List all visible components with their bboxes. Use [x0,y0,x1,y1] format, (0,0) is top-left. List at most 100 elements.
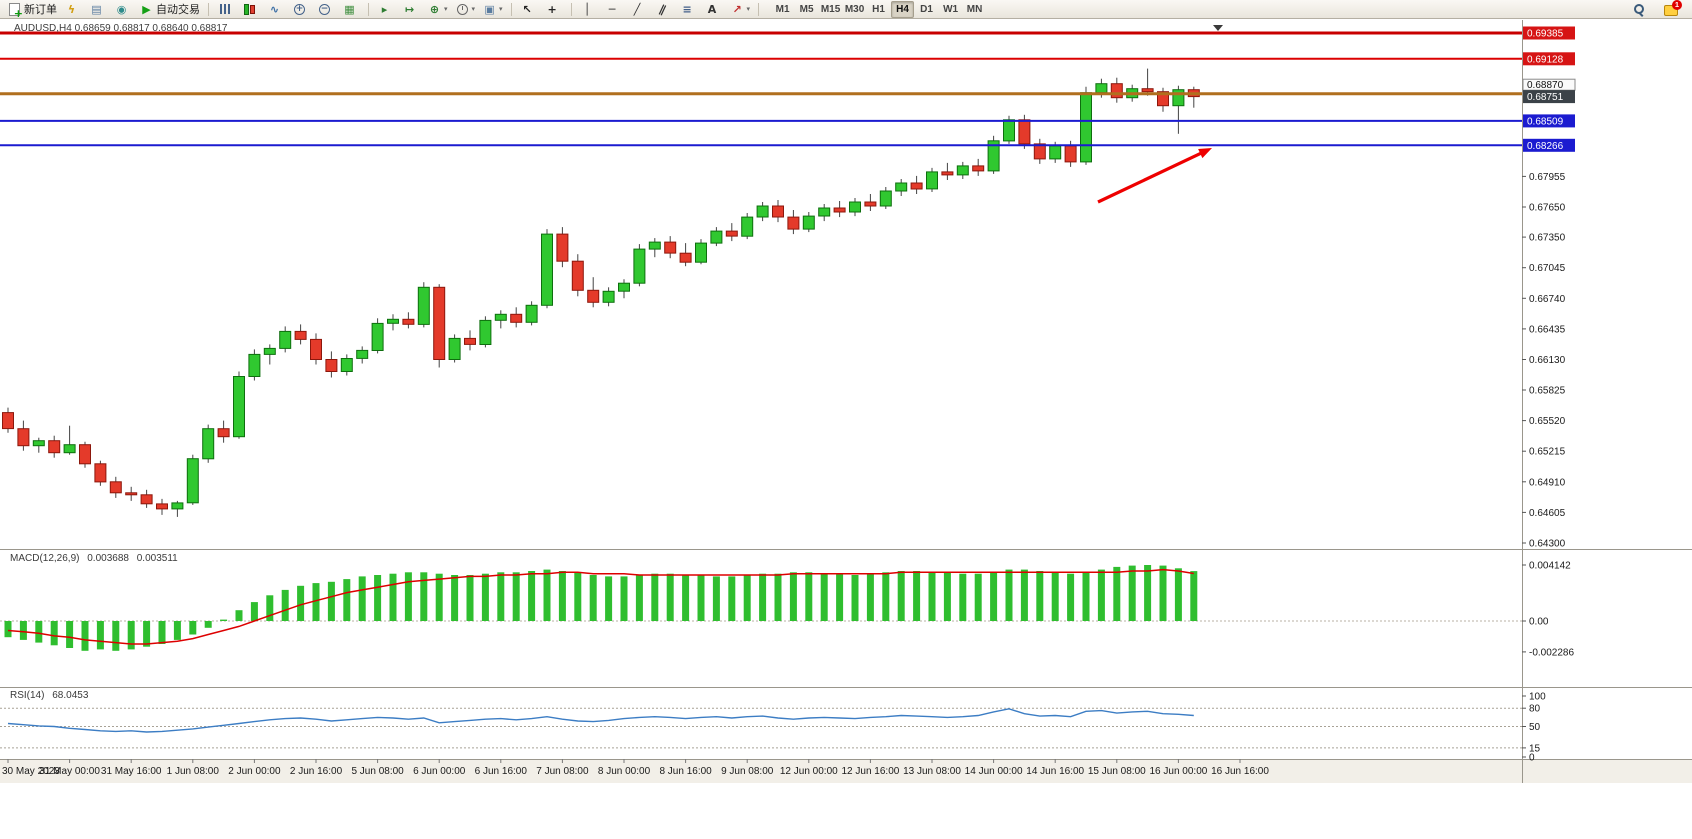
macd-name: MACD(12,26,9) [10,553,80,564]
candle [402,318,415,325]
bar-chart-mode-button[interactable] [214,0,238,19]
toolbar-separator [510,2,512,16]
macd-bar [712,576,720,621]
candle [633,248,646,284]
macd-bar [1159,565,1167,621]
indicators-button[interactable]: ⊕ ▾ [424,0,451,19]
arrows-tool-button[interactable]: ↗ ▾ [727,0,754,19]
macd-bar [404,572,412,621]
mql5-community-button[interactable]: ϟ [61,0,85,19]
candle [618,282,630,292]
auto-scroll-button[interactable]: ▸ [374,0,398,19]
price-scale-marker-text: 0.68509 [1527,116,1564,127]
timeframe-m1[interactable]: M1 [775,3,790,15]
chart-shift-button[interactable]: ↦ [399,0,423,19]
candle [417,286,430,325]
line-chart-mode-button[interactable]: ∿ [264,0,288,19]
macd-bar [112,621,120,651]
macd-signal-value: 0.003511 [136,553,178,564]
timeframe-m5[interactable]: M5 [799,3,814,15]
macd-bar [420,572,428,621]
zoom-in-button[interactable] [289,0,313,19]
text-tool-button[interactable]: A [702,0,726,19]
trend-arrow-annotation[interactable] [1097,149,1208,204]
macd-bar [882,572,890,621]
periods-menu-button[interactable]: ▾ [452,0,479,19]
timeframe-w1[interactable]: W1 [943,3,959,15]
time-axis-strip[interactable] [0,759,1692,783]
lightning-icon: ϟ [67,2,76,16]
crosshair-button[interactable]: + [542,0,566,19]
horizontal-line-tool-button[interactable]: ─ [602,0,626,19]
toolbar-separator [208,2,209,16]
macd-bar [605,576,613,621]
time-axis-label: 6 Jun 00:00 [413,766,466,777]
candlestick-mode-button[interactable] [239,0,263,19]
macd-bar [1005,569,1013,621]
auto-trading-button[interactable]: ▶ 自动交易 [136,0,203,19]
macd-signal-line [7,568,1194,645]
arrowobj-icon: ↗ [732,2,742,16]
candle [956,165,969,176]
price-axis-tick: 0.67045 [1529,263,1566,274]
price-axis-tick: 0.64300 [1529,538,1566,549]
candle [448,337,461,360]
timeframe-h1[interactable]: H1 [872,3,885,15]
trendline-tool-button[interactable]: ╱ [627,0,651,19]
chart-print-button[interactable]: ▤ [86,0,110,19]
vertical-line-tool-button[interactable]: │ [577,0,601,19]
zoomout-icon [317,2,332,17]
search-button[interactable] [1628,1,1652,20]
candle [587,289,600,303]
timeframe-h4[interactable]: H4 [891,0,915,18]
candle [294,330,307,340]
candle [941,171,954,176]
macd-bar [774,573,782,621]
candle [371,322,384,351]
candle [833,207,846,213]
tile-windows-button[interactable]: ▦ [339,0,363,19]
price-scale-marker [1523,52,1575,66]
tiles-icon: ▦ [344,2,355,16]
fibonacci-tool-button[interactable]: ≡ [677,0,701,19]
market-watch-button[interactable]: ◉ [111,0,135,19]
macd-bar [35,621,43,643]
candle [849,201,861,213]
candle [1157,91,1169,107]
rsi-name: RSI(14) [10,690,45,701]
candle [156,503,168,510]
time-axis-label: 16 Jun 16:00 [1211,766,1269,777]
macd-bar [1082,572,1090,621]
timeframe-toolbar: M1 M5 M15 M30 H1 H4 D1 W1 MN [771,0,986,18]
timeframe-mn[interactable]: MN [966,3,983,15]
rsi-axis-tick: 80 [1529,704,1541,715]
toolbar-separator [570,2,572,16]
new-order-button[interactable]: 新订单 [4,0,60,19]
macd-bar [143,621,151,647]
macd-bar [574,572,582,621]
chart-window[interactable]: 0.67955 0.67650 0.67350 0.67045 0.66740 0.664… [0,20,1692,839]
candle [648,241,661,250]
candle [464,337,476,345]
price-axis-tick: 0.65215 [1529,447,1566,458]
candle [602,290,615,303]
candle [387,318,399,324]
candle [864,201,877,207]
templates-button[interactable]: ▣ ▾ [479,0,506,19]
candle [310,338,322,360]
notification-badge: 1 [1672,0,1682,10]
time-axis-label: 14 Jun 00:00 [965,766,1023,777]
chart-canvas[interactable]: 0.67955 0.67650 0.67350 0.67045 0.66740 0.664… [0,20,1692,839]
price-axis-tick: 0.65520 [1529,416,1566,427]
channel-tool-button[interactable]: ∥ [652,0,676,19]
scroll-to-end-marker[interactable] [1213,25,1223,31]
timeframe-m30[interactable]: M30 [844,3,865,15]
time-axis-label: 13 Jun 08:00 [903,766,961,777]
zoom-out-button[interactable] [314,0,338,19]
macd-bar [943,572,951,621]
timeframe-d1[interactable]: D1 [920,3,933,15]
notifications-button[interactable]: 1 [1660,0,1684,20]
timeframe-m15[interactable]: M15 [820,3,841,15]
time-axis-label: 9 Jun 08:00 [721,766,774,777]
cursor-button[interactable]: ↖ [517,0,541,19]
